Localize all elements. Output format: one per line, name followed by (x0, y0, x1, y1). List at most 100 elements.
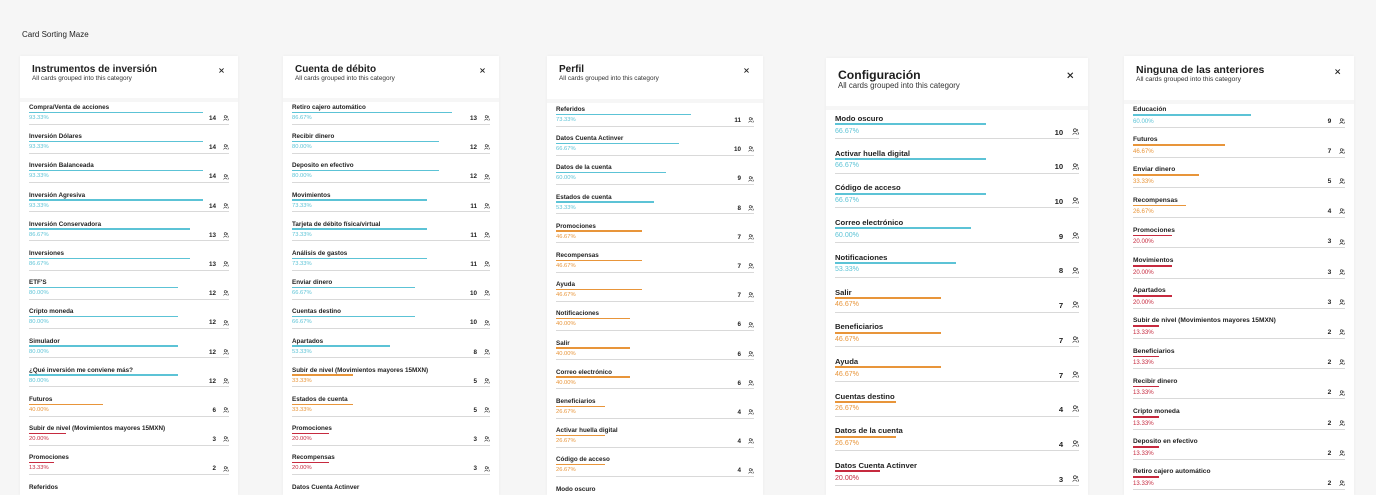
card-label: Notificaciones (556, 310, 599, 317)
user-icon (484, 174, 490, 180)
card-label: Ayuda (556, 281, 575, 288)
percent-bar (835, 332, 941, 334)
percent-bar (556, 464, 605, 466)
percent-bar (29, 141, 203, 143)
track-line (29, 153, 229, 154)
user-icon (1339, 390, 1345, 396)
track-line (1133, 278, 1345, 279)
count-label: 2 (1328, 480, 1332, 487)
track-line (1133, 217, 1345, 218)
percent-label: 20.00% (292, 465, 312, 471)
track-line (29, 240, 229, 241)
percent-label: 26.67% (556, 438, 576, 444)
track-line (556, 301, 754, 302)
user-icon (484, 261, 490, 267)
percent-label: 80.00% (29, 378, 49, 384)
count-label: 12 (209, 319, 216, 326)
card-label: Subir de nivel (Movimientos mayores 15MX… (29, 425, 165, 432)
track-line (292, 182, 490, 183)
track-line (292, 416, 490, 417)
category-card: Cuenta de débitoAll cards grouped into t… (283, 56, 499, 495)
category-card: PerfilAll cards grouped into this catego… (547, 56, 763, 495)
count-label: 3 (1059, 475, 1063, 484)
percent-bar (556, 347, 630, 349)
track-line (292, 328, 490, 329)
percent-label: 46.67% (556, 234, 576, 240)
count-label: 3 (473, 436, 477, 443)
track-line (835, 312, 1079, 313)
category-card: Ninguna de las anterioresAll cards group… (1124, 56, 1354, 495)
user-icon (748, 409, 754, 415)
card-subtitle: All cards grouped into this category (1136, 76, 1241, 83)
percent-label: 13.33% (1133, 359, 1154, 366)
user-icon (1339, 450, 1345, 456)
percent-label: 66.67% (292, 290, 312, 296)
card-label: Activar huella digital (556, 427, 618, 434)
percent-bar (1133, 295, 1172, 297)
card-label: Subir de nivel (Movimientos mayores 15MX… (292, 367, 428, 374)
percent-bar (556, 143, 679, 145)
user-icon (484, 115, 490, 121)
count-label: 3 (1328, 299, 1332, 306)
count-label: 7 (737, 292, 741, 299)
count-label: 14 (209, 203, 216, 210)
percent-label: 20.00% (1133, 269, 1154, 276)
close-button[interactable] (743, 67, 750, 74)
percent-label: 33.33% (292, 407, 312, 413)
track-line (835, 242, 1079, 243)
track-line (1133, 368, 1345, 369)
percent-label: 26.67% (556, 409, 576, 415)
track-line (1133, 429, 1345, 430)
close-button[interactable] (479, 67, 486, 74)
count-label: 2 (1328, 420, 1332, 427)
close-button[interactable] (1066, 71, 1075, 80)
card-label: Inversión Conservadora (29, 221, 101, 228)
card-label: Correo electrónico (835, 218, 903, 227)
card-label: Activar huella digital (835, 149, 910, 158)
page-title: Card Sorting Maze (22, 30, 89, 39)
user-icon (223, 349, 229, 355)
count-label: 12 (209, 378, 216, 385)
user-icon (748, 117, 754, 123)
close-button[interactable] (1334, 68, 1341, 75)
track-line (29, 299, 229, 300)
track-line (1133, 338, 1345, 339)
percent-label: 66.67% (292, 319, 312, 325)
user-icon (484, 466, 490, 472)
count-label: 4 (1328, 208, 1332, 215)
user-icon (484, 144, 490, 150)
count-label: 7 (737, 234, 741, 241)
track-line (835, 277, 1079, 278)
close-button[interactable] (218, 67, 225, 74)
percent-label: 93.33% (29, 203, 49, 209)
user-icon (223, 436, 229, 442)
track-line (292, 357, 490, 358)
percent-label: 66.67% (835, 162, 859, 169)
percent-bar (292, 258, 427, 260)
percent-label: 60.00% (556, 175, 576, 181)
card-label: Movimientos (292, 192, 331, 199)
track-line (29, 474, 229, 475)
percent-label: 60.00% (1133, 118, 1154, 125)
track-line (556, 447, 754, 448)
percent-bar (1133, 114, 1251, 116)
card-title: Configuración (838, 68, 921, 82)
card-label: Recibir dinero (292, 133, 334, 140)
card-label: Datos de la cuenta (835, 426, 903, 435)
user-icon (1339, 148, 1345, 154)
user-icon (484, 349, 490, 355)
percent-label: 46.67% (556, 292, 576, 298)
user-icon (1072, 475, 1079, 482)
user-icon (223, 174, 229, 180)
user-icon (223, 378, 229, 384)
percent-label: 20.00% (292, 436, 312, 442)
card-label: Inversión Balanceada (29, 162, 94, 169)
count-label: 7 (1328, 148, 1332, 155)
track-line (835, 207, 1079, 208)
user-icon (1072, 197, 1079, 204)
percent-bar (1133, 144, 1225, 146)
count-label: 4 (737, 467, 741, 474)
track-line (292, 386, 490, 387)
user-icon (484, 436, 490, 442)
